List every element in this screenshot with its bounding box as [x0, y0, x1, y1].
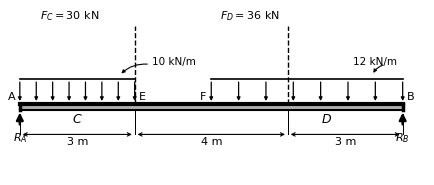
Text: C: C: [73, 113, 82, 126]
Text: A: A: [8, 92, 15, 102]
Text: 3 m: 3 m: [335, 137, 356, 147]
Text: B: B: [407, 92, 415, 102]
Text: 12 kN/m: 12 kN/m: [353, 57, 397, 67]
Bar: [20, 104, 403, 110]
Text: 4 m: 4 m: [201, 137, 222, 147]
Text: D: D: [321, 113, 331, 126]
Text: $R_A$: $R_A$: [13, 131, 27, 145]
Text: F: F: [200, 92, 207, 102]
Text: 10 kN/m: 10 kN/m: [152, 57, 196, 67]
Text: $F_C = 30\ \mathrm{kN}$: $F_C = 30\ \mathrm{kN}$: [40, 10, 99, 23]
Text: 3 m: 3 m: [66, 137, 88, 147]
Text: $F_D = 36\ \mathrm{kN}$: $F_D = 36\ \mathrm{kN}$: [220, 10, 279, 23]
Text: $R_B$: $R_B$: [395, 131, 410, 145]
Text: E: E: [139, 92, 146, 102]
